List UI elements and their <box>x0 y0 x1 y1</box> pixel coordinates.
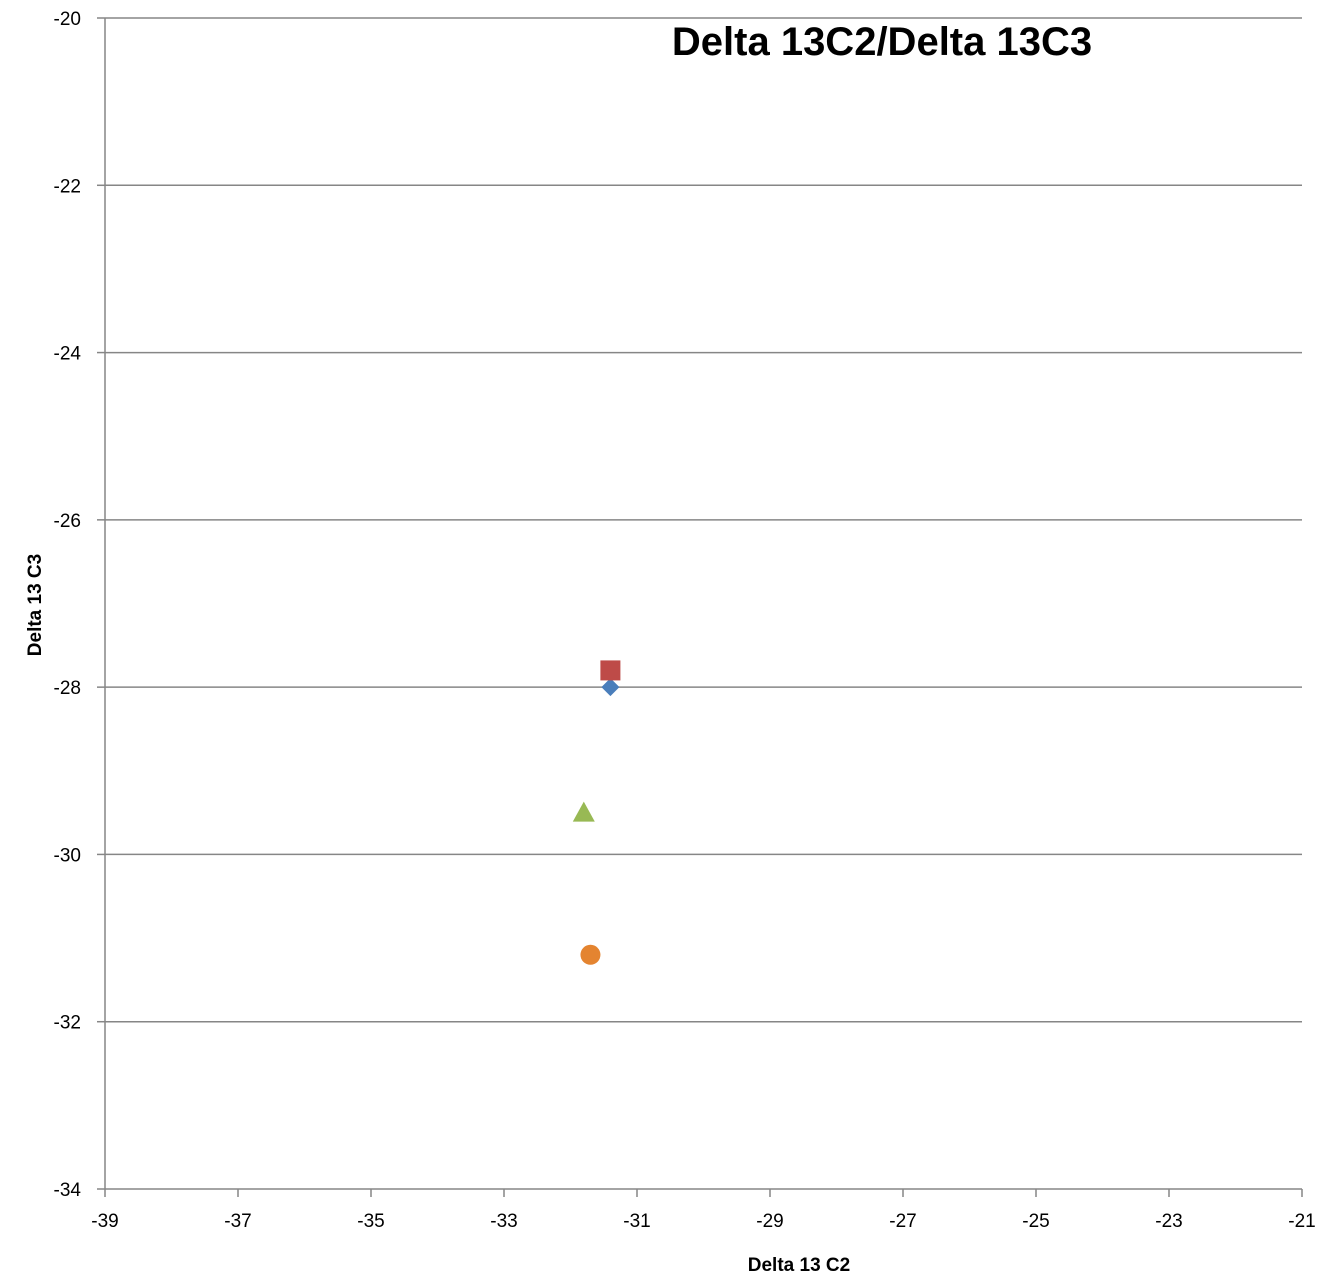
y-tick-label: -26 <box>54 511 81 532</box>
x-tick-label: -33 <box>490 1211 517 1232</box>
x-tick-label: -31 <box>623 1211 650 1232</box>
axes <box>97 17 1303 1197</box>
x-tick-label: -35 <box>357 1211 384 1232</box>
x-tick-label: -27 <box>889 1211 916 1232</box>
x-tick-label: -21 <box>1288 1211 1315 1232</box>
gridlines <box>105 17 1302 1023</box>
x-tick-label: -39 <box>91 1211 118 1232</box>
y-tick-label: -28 <box>54 678 81 699</box>
x-axis-title: Delta 13 C2 <box>748 1255 850 1276</box>
data-point-square <box>600 660 621 681</box>
x-tick-label: -37 <box>224 1211 251 1232</box>
x-tick-labels: -39 -37 -35 -33 -31 -29 -27 -25 -23 -21 <box>91 1211 1315 1232</box>
x-tick-label: -25 <box>1022 1211 1049 1232</box>
x-tick-label: -29 <box>756 1211 783 1232</box>
y-axis-title: Delta 13 C3 <box>25 554 46 656</box>
y-tick-label: -22 <box>54 176 81 197</box>
data-points <box>572 660 621 965</box>
data-point-diamond <box>601 678 620 697</box>
y-tick-label: -30 <box>54 845 81 866</box>
data-point-circle <box>580 944 601 965</box>
chart-title: Delta 13C2/Delta 13C3 <box>672 20 1092 64</box>
x-tick-label: -23 <box>1155 1211 1182 1232</box>
y-tick-label: -20 <box>54 9 81 30</box>
y-tick-label: -32 <box>54 1013 81 1034</box>
data-point-triangle <box>572 801 595 822</box>
y-tick-labels: -20 -22 -24 -26 -28 -30 -32 -34 <box>54 9 82 1201</box>
y-tick-label: -34 <box>54 1180 82 1201</box>
y-tick-label: -24 <box>54 344 82 365</box>
